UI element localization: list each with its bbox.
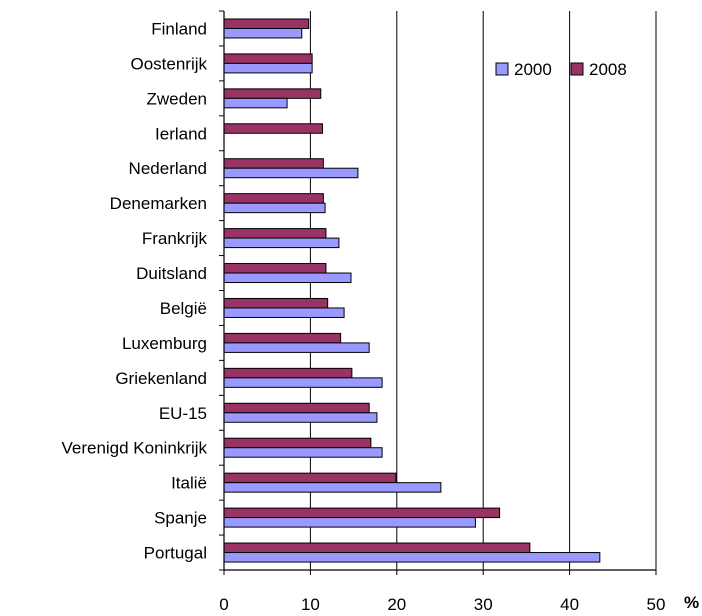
- category-label: Finland: [151, 19, 207, 38]
- category-label: Duitsland: [136, 264, 207, 283]
- bar-2008-frankrijk: [223, 228, 327, 239]
- legend-swatch-2000: [495, 62, 509, 76]
- bar-2000-denemarken: [223, 202, 326, 214]
- category-label: Frankrijk: [142, 229, 208, 248]
- x-tick-label-50: 50: [647, 595, 666, 614]
- legend-label-2008: 2008: [589, 60, 627, 79]
- category-label: België: [160, 299, 207, 318]
- category-label: Ierland: [155, 124, 207, 143]
- x-unit-label: %: [684, 593, 699, 612]
- category-label: Verenigd Koninkrijk: [61, 439, 207, 458]
- category-label: Italië: [171, 474, 207, 493]
- bar-2008-portugal: [223, 542, 531, 554]
- legend: 2000 2008: [495, 60, 627, 79]
- legend-swatch-2008: [570, 62, 584, 76]
- bar-2008-nederland: [223, 158, 324, 169]
- bar-2008-itali-: [223, 472, 397, 484]
- bar-2000-luxemburg: [223, 342, 370, 353]
- x-tick-label-0: 0: [219, 595, 228, 614]
- category-label: Portugal: [144, 544, 207, 563]
- category-label: Nederland: [129, 159, 207, 178]
- axes: [219, 10, 657, 575]
- bar-2000-belgi-: [223, 307, 345, 318]
- bar-2008-duitsland: [223, 263, 327, 274]
- x-tick-label-10: 10: [301, 595, 320, 614]
- category-label: Denemarken: [110, 194, 207, 213]
- legend-label-2000: 2000: [514, 60, 552, 79]
- bar-2008-finland: [223, 18, 310, 29]
- bar-2008-belgi-: [223, 297, 329, 309]
- bar-2008-denemarken: [223, 193, 324, 204]
- category-label: EU-15: [159, 404, 207, 423]
- bar-2008-zweden: [223, 88, 322, 99]
- category-label: Griekenland: [115, 369, 207, 388]
- bar-2008-luxemburg: [223, 332, 342, 344]
- bar-2000-oostenrijk: [223, 62, 313, 74]
- bar-2000-frankrijk: [223, 237, 340, 249]
- bar-2008-spanje: [223, 507, 501, 519]
- bars: [223, 18, 601, 563]
- bar-2008-oostenrijk: [223, 53, 313, 64]
- x-tick-labels: 0 10 20 30 40 50: [219, 595, 665, 614]
- category-labels: Finland Oostenrijk Zweden Ierland Nederland D…: [61, 19, 207, 562]
- category-label: Oostenrijk: [130, 54, 207, 73]
- category-label: Spanje: [154, 509, 207, 528]
- bar-2000-griekenland: [223, 377, 383, 388]
- category-label: Luxemburg: [122, 334, 207, 353]
- bar-2000-finland: [223, 27, 303, 39]
- bar-2000-portugal: [223, 552, 601, 563]
- bar-2008-ierland: [223, 123, 323, 134]
- bar-2008-eu-15: [223, 402, 370, 414]
- bar-2000-nederland: [223, 167, 359, 179]
- bar-2008-griekenland: [223, 367, 353, 379]
- bar-2000-duitsland: [223, 272, 352, 284]
- bar-2000-zweden: [223, 97, 288, 109]
- category-label: Zweden: [147, 89, 207, 108]
- bar-2000-spanje: [223, 517, 476, 528]
- bar-2008-verenigd-koninkrijk: [223, 437, 372, 449]
- bar-2000-itali-: [223, 482, 442, 493]
- x-tick-label-20: 20: [387, 595, 406, 614]
- bar-2000-verenigd-koninkrijk: [223, 447, 383, 458]
- x-tick-label-30: 30: [474, 595, 493, 614]
- x-tick-label-40: 40: [560, 595, 579, 614]
- bar-2000-eu-15: [223, 412, 378, 423]
